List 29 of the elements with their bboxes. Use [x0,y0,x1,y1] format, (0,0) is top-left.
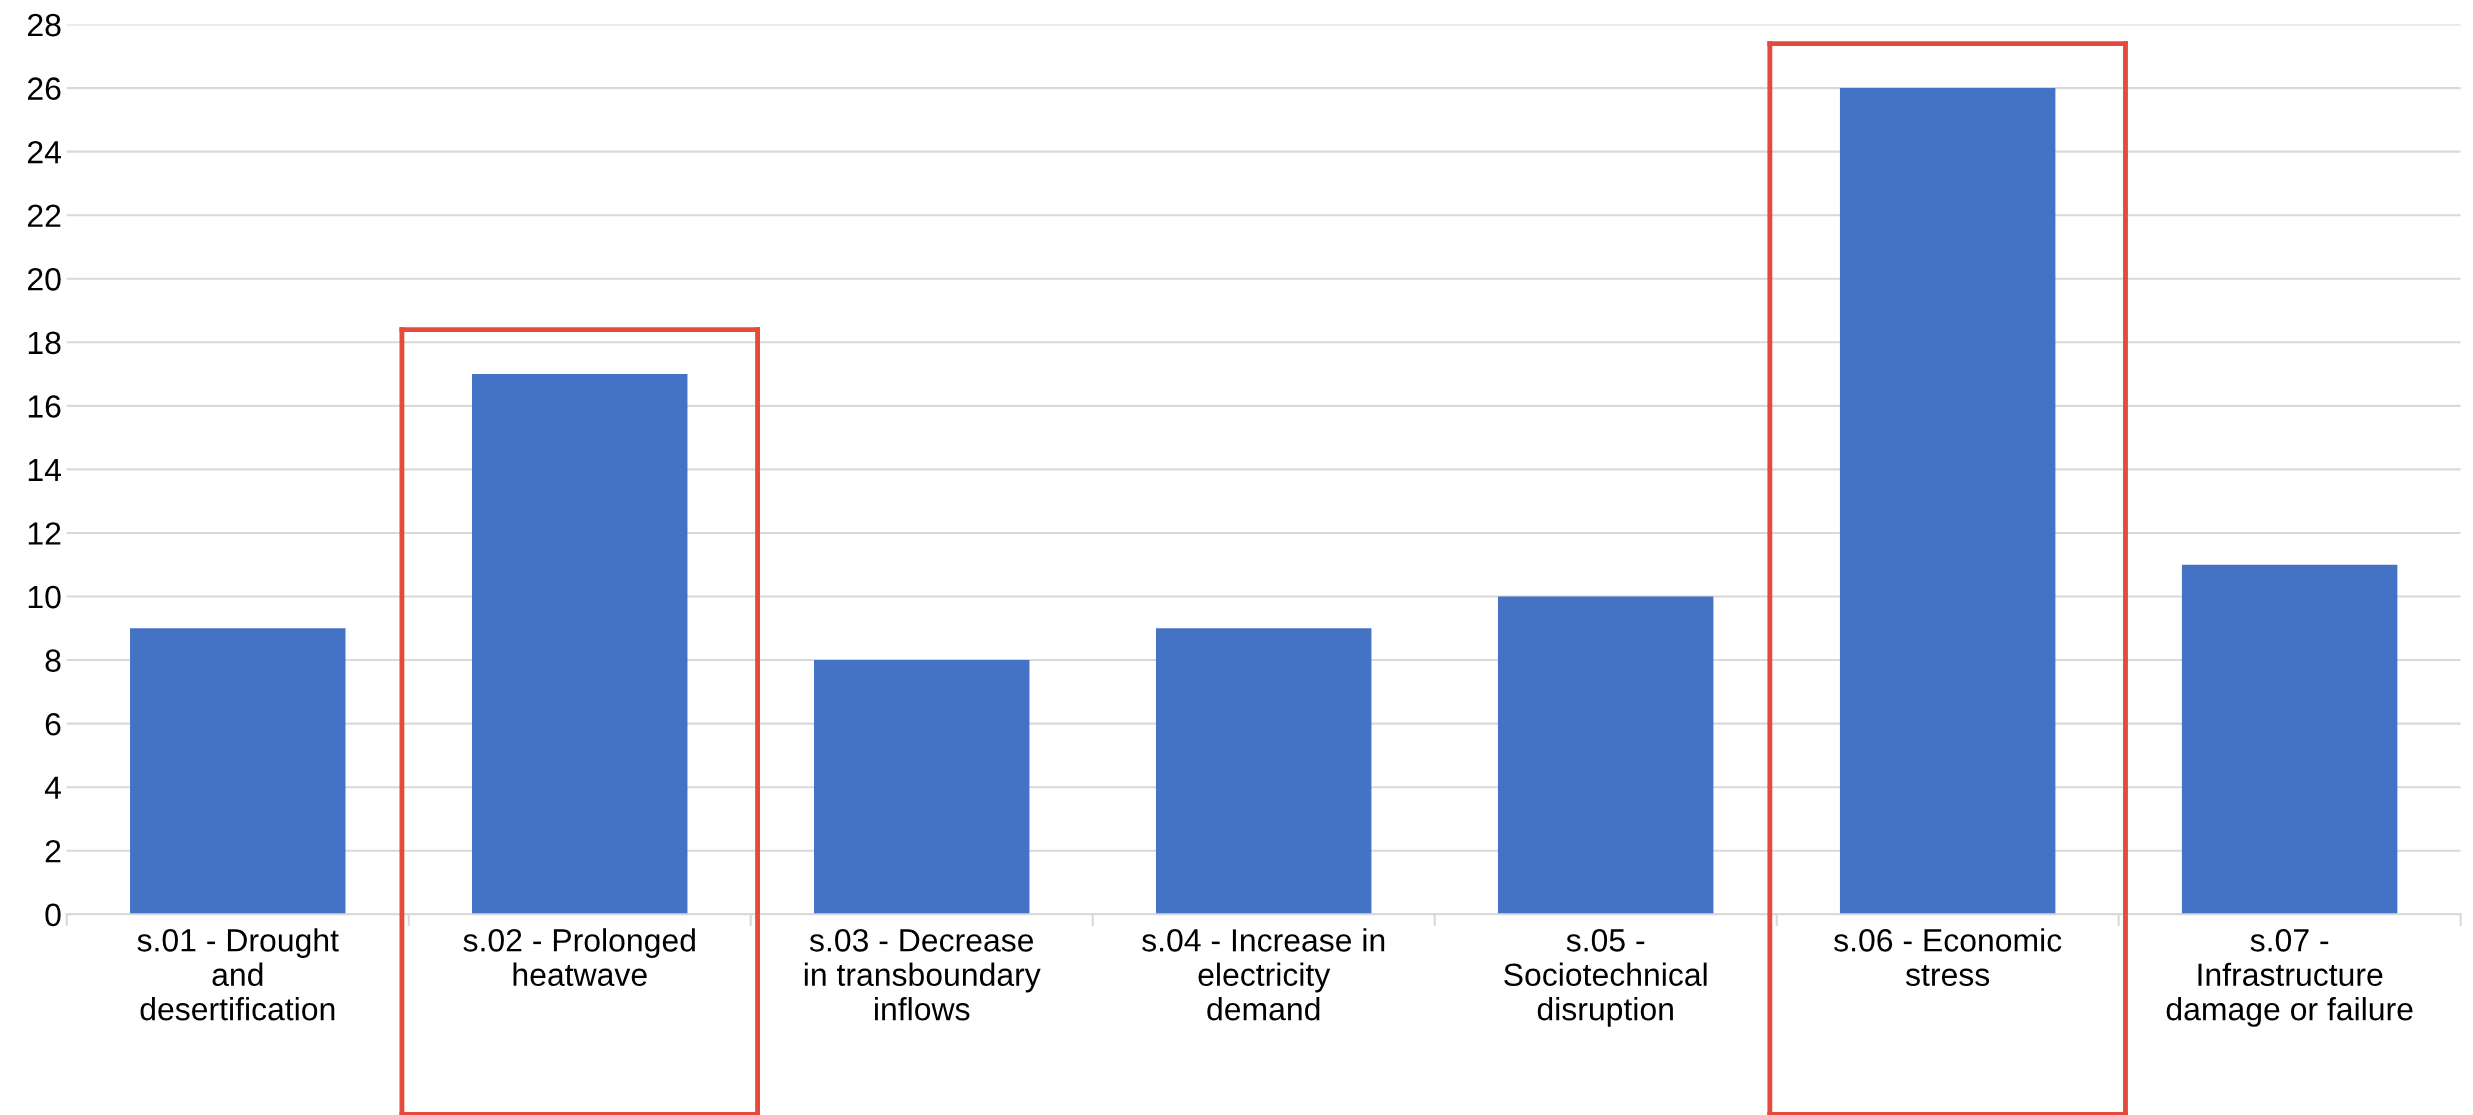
x-tick-label: s.05 - Sociotechnical disruption [1504,929,1707,1027]
y-tick-label: 22 [27,204,61,227]
x-tick-label: s.06 - Economic stress [1834,928,2062,987]
bar [814,660,1030,915]
y-tick-label: 4 [44,776,61,799]
x-tick-label: s.01 - Drought and desertification [137,928,339,1021]
bar [2181,564,2398,915]
bar [472,374,688,915]
bar [1497,596,1714,915]
y-tick-label: 20 [27,268,61,291]
x-tick-label: s.02 - Prolonged heatwave [463,928,695,987]
y-tick-label: 16 [28,395,61,418]
y-tick-label: 2 [45,840,61,863]
bar [130,628,346,915]
x-tick-label: s.07 - Infrastructure damage or failure [2166,929,2413,1027]
y-tick-label: 10 [28,585,61,609]
y-tick-label: 8 [45,649,61,672]
y-tick-label: 14 [28,459,61,481]
x-tick-label: s.03 - Decrease in transboundary inflows [804,929,1041,1021]
y-tick-label: 0 [45,903,61,927]
y-tick-label: 28 [27,13,61,37]
y-tick-label: 24 [27,140,61,164]
y-tick-label: 18 [28,331,61,355]
y-tick-label: 26 [27,77,61,100]
y-tick-label: 12 [28,522,61,545]
bar [1155,628,1372,915]
x-tick-label: s.04 - Increase in electricity demand [1142,928,1385,1021]
bar [1839,88,2056,915]
y-tick-label: 6 [45,712,61,736]
